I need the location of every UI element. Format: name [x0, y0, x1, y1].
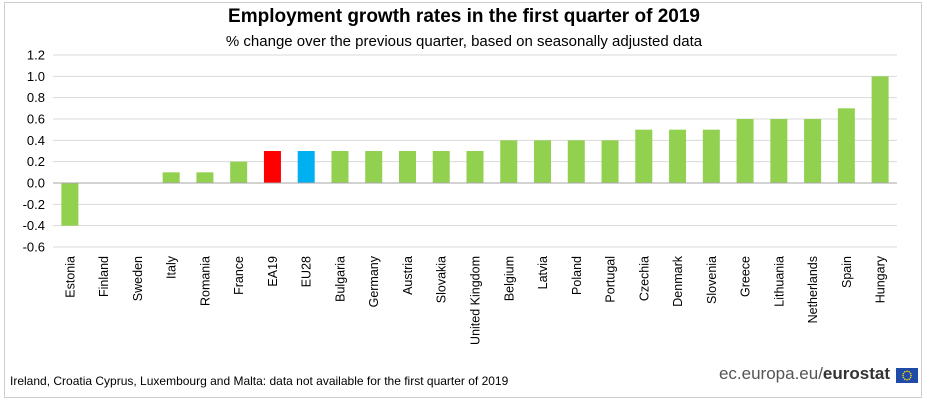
x-tick-label: Sweden: [131, 256, 145, 301]
bar: [736, 119, 754, 183]
bar: [162, 172, 180, 183]
bar: [61, 183, 79, 226]
y-tick-label: -0.2: [23, 197, 45, 212]
x-tick-label: EU28: [300, 256, 314, 287]
bar: [398, 151, 416, 183]
bar: [567, 140, 585, 183]
chart-subtitle: % change over the previous quarter, base…: [225, 33, 703, 50]
x-tick-label: Germany: [367, 255, 381, 307]
y-tick-label: 1.0: [27, 69, 45, 84]
x-tick-label: Finland: [97, 256, 111, 297]
y-tick-label: -0.6: [23, 240, 45, 255]
bar: [669, 129, 687, 183]
bar: [702, 129, 720, 183]
bar: [804, 119, 822, 183]
bar: [263, 151, 281, 183]
chart-title: Employment growth rates in the first qua…: [228, 6, 700, 27]
x-tick-label: EA19: [266, 256, 280, 287]
x-tick-label: Spain: [840, 256, 854, 288]
x-tick-label: Romania: [198, 256, 212, 306]
bar: [837, 108, 855, 183]
y-tick-label: 1.2: [27, 48, 45, 63]
y-tick-label: 0.4: [27, 133, 45, 148]
x-tick-label: Poland: [570, 256, 584, 295]
bar: [230, 161, 248, 183]
x-tick-label: Belgium: [502, 256, 516, 301]
brand-name: eurostat: [822, 364, 890, 383]
y-tick-label: 0.8: [27, 90, 45, 105]
x-tick-label: Slovenia: [705, 256, 719, 304]
bar: [196, 172, 214, 183]
x-tick-label: France: [232, 256, 246, 295]
x-tick-label: Denmark: [671, 255, 685, 306]
x-tick-label: Latvia: [536, 256, 550, 289]
x-tick-label: Netherlands: [806, 256, 820, 323]
x-tick-label: Slovakia: [435, 256, 449, 303]
bar: [466, 151, 484, 183]
x-tick-label: Austria: [401, 256, 415, 295]
y-tick-label: 0.6: [27, 112, 45, 127]
bar: [331, 151, 349, 183]
y-tick-label: -0.4: [23, 218, 45, 233]
bar: [432, 151, 450, 183]
x-tick-label: Czechia: [637, 256, 651, 301]
footnote: Ireland, Croatia Cyprus, Luxembourg and …: [10, 374, 509, 388]
x-tick-label: Portugal: [604, 256, 618, 303]
bar: [635, 129, 653, 183]
x-tick-label: Hungary: [874, 255, 888, 303]
chart-frame: [4, 2, 922, 398]
brand-prefix: ec.europa.eu/: [718, 364, 823, 383]
x-tick-label: Estonia: [63, 256, 77, 298]
y-tick-label: 0.2: [27, 154, 45, 169]
x-tick-label: Greece: [739, 256, 753, 297]
eu-flag-icon: [896, 368, 918, 383]
bar: [871, 76, 889, 183]
bar: [770, 119, 788, 183]
x-tick-label: Lithuania: [772, 256, 786, 307]
bar: [365, 151, 383, 183]
x-tick-label: Italy: [165, 255, 179, 279]
bar: [601, 140, 619, 183]
x-tick-label: Bulgaria: [333, 256, 347, 302]
x-tick-label: United Kingdom: [469, 256, 483, 345]
eurostat-brand: ec.europa.eu/eurostat: [719, 364, 890, 384]
y-tick-label: 0.0: [27, 176, 45, 191]
bar: [297, 151, 315, 183]
bar: [534, 140, 552, 183]
bar: [500, 140, 518, 183]
